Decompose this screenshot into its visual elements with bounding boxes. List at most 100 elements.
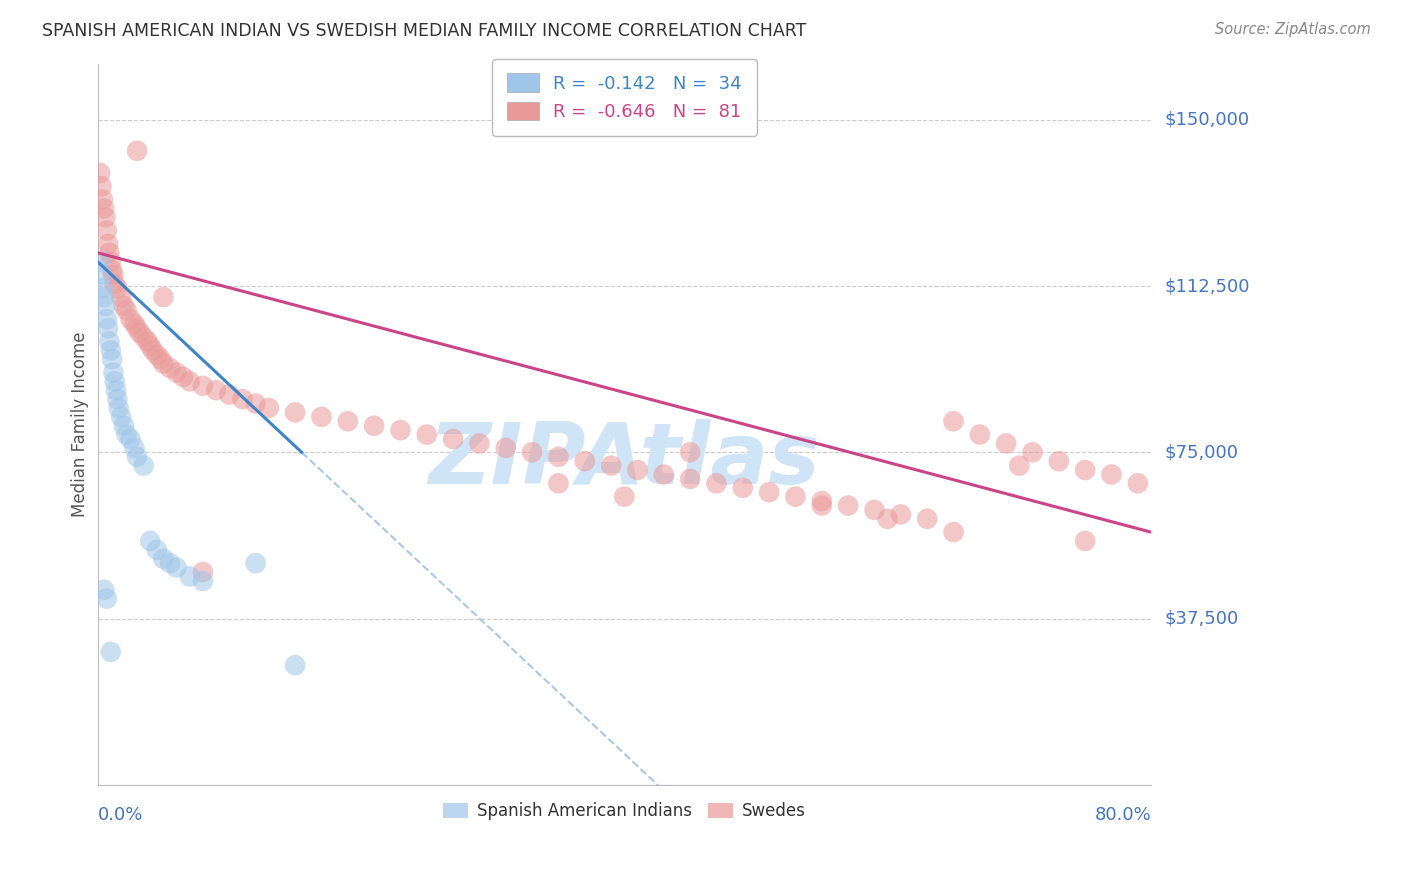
Point <box>94 299 117 313</box>
Text: $150,000: $150,000 <box>1166 111 1250 128</box>
Point <box>96 591 118 606</box>
Point <box>363 418 385 433</box>
Text: $37,500: $37,500 <box>1166 609 1239 628</box>
Point <box>1021 445 1043 459</box>
Point <box>125 144 148 158</box>
Y-axis label: Median Family Income: Median Family Income <box>72 332 89 517</box>
Point <box>336 414 359 428</box>
Point <box>613 490 636 504</box>
Point <box>105 281 128 295</box>
Point <box>110 290 132 304</box>
Point <box>120 312 142 326</box>
Point <box>142 343 165 358</box>
Point <box>159 556 181 570</box>
Point <box>811 494 834 508</box>
Point <box>942 525 965 540</box>
Point <box>98 334 121 349</box>
Point <box>1047 454 1070 468</box>
Point <box>915 512 938 526</box>
Point <box>1074 533 1097 548</box>
Point <box>124 317 146 331</box>
Point <box>231 392 253 406</box>
Text: Source: ZipAtlas.com: Source: ZipAtlas.com <box>1215 22 1371 37</box>
Point <box>89 254 111 268</box>
Point <box>389 423 412 437</box>
Point <box>284 405 307 419</box>
Point <box>890 508 912 522</box>
Point <box>101 352 124 367</box>
Point <box>97 321 120 335</box>
Point <box>100 343 122 358</box>
Point <box>574 454 596 468</box>
Point <box>120 432 142 446</box>
Point <box>245 556 267 570</box>
Point <box>159 361 181 376</box>
Point <box>112 299 135 313</box>
Point <box>863 503 886 517</box>
Point <box>679 445 702 459</box>
Point <box>837 499 859 513</box>
Point <box>128 326 150 340</box>
Point <box>96 312 118 326</box>
Point <box>995 436 1018 450</box>
Point <box>94 211 117 225</box>
Point <box>416 427 439 442</box>
Point <box>218 387 240 401</box>
Point <box>124 441 146 455</box>
Point <box>112 418 135 433</box>
Point <box>1008 458 1031 473</box>
Point <box>520 445 543 459</box>
Point <box>758 485 780 500</box>
Point <box>90 268 112 282</box>
Point <box>89 166 111 180</box>
Point <box>149 352 172 367</box>
Point <box>311 409 333 424</box>
Text: $112,500: $112,500 <box>1166 277 1250 295</box>
Point <box>706 476 728 491</box>
Point <box>96 224 118 238</box>
Point <box>97 236 120 251</box>
Point <box>105 383 128 397</box>
Point <box>152 551 174 566</box>
Point <box>105 392 128 406</box>
Point <box>103 268 125 282</box>
Point <box>139 339 162 353</box>
Point <box>191 574 214 588</box>
Point <box>139 533 162 548</box>
Point <box>191 565 214 579</box>
Point <box>652 467 675 482</box>
Point <box>969 427 991 442</box>
Point <box>731 481 754 495</box>
Point <box>626 463 648 477</box>
Point <box>115 303 138 318</box>
Point <box>132 330 155 344</box>
Point <box>876 512 898 526</box>
Point <box>152 357 174 371</box>
Point <box>125 321 148 335</box>
Point <box>679 472 702 486</box>
Point <box>107 401 129 415</box>
Point <box>1101 467 1123 482</box>
Text: $75,000: $75,000 <box>1166 443 1239 461</box>
Point <box>93 582 115 597</box>
Point <box>101 263 124 277</box>
Legend: R =  -0.142   N =  34, R =  -0.646   N =  81: R = -0.142 N = 34, R = -0.646 N = 81 <box>492 59 756 136</box>
Point <box>1074 463 1097 477</box>
Point <box>100 645 122 659</box>
Point <box>942 414 965 428</box>
Point <box>90 179 112 194</box>
Point <box>125 450 148 464</box>
Point <box>205 383 228 397</box>
Point <box>98 245 121 260</box>
Point <box>146 542 169 557</box>
Point <box>441 432 464 446</box>
Point <box>811 499 834 513</box>
Point <box>93 290 115 304</box>
Point <box>495 441 517 455</box>
Point <box>104 375 127 389</box>
Point <box>547 450 569 464</box>
Point <box>91 281 114 295</box>
Point <box>257 401 280 415</box>
Point <box>547 476 569 491</box>
Point <box>136 334 159 349</box>
